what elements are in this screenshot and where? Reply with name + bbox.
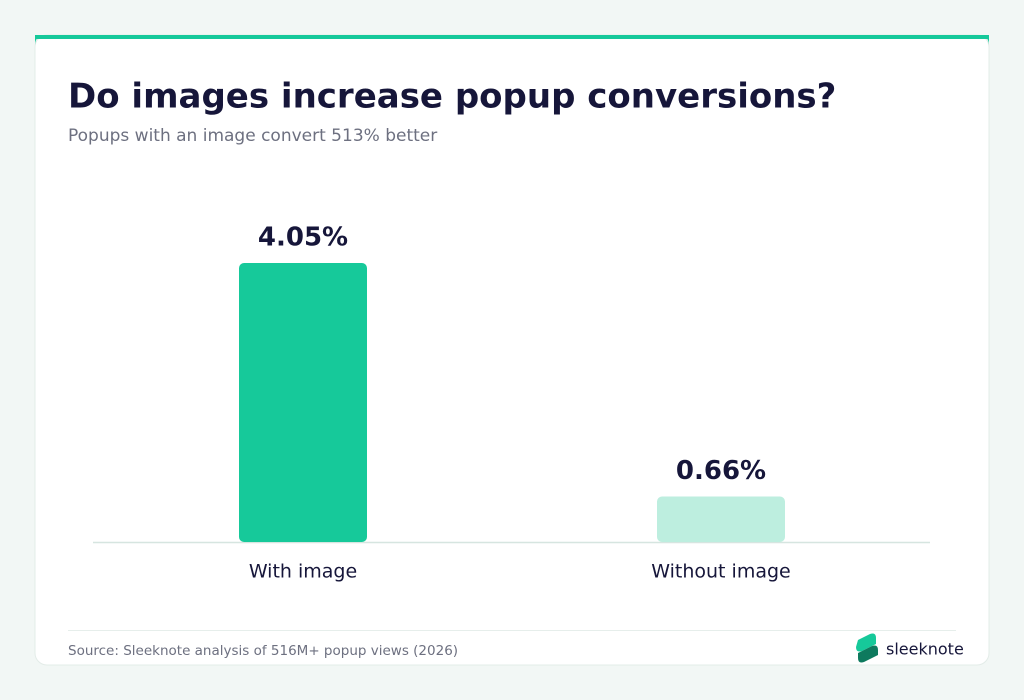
chart-title: Do images increase popup conversions? <box>68 77 836 117</box>
x-tick-label: Without image <box>651 561 790 583</box>
card-top-border <box>35 35 989 39</box>
brand-logo-icon <box>856 633 878 663</box>
bar <box>239 263 367 542</box>
source-note: Source: Sleeknote analysis of 516M+ popu… <box>68 643 458 659</box>
value-label: 4.05% <box>258 223 348 253</box>
bar <box>657 496 785 542</box>
value-label: 0.66% <box>676 456 766 486</box>
x-tick-label: With image <box>249 561 357 583</box>
brand-name: sleeknote <box>886 640 964 659</box>
chart-subtitle: Popups with an image convert 513% better <box>68 126 437 146</box>
